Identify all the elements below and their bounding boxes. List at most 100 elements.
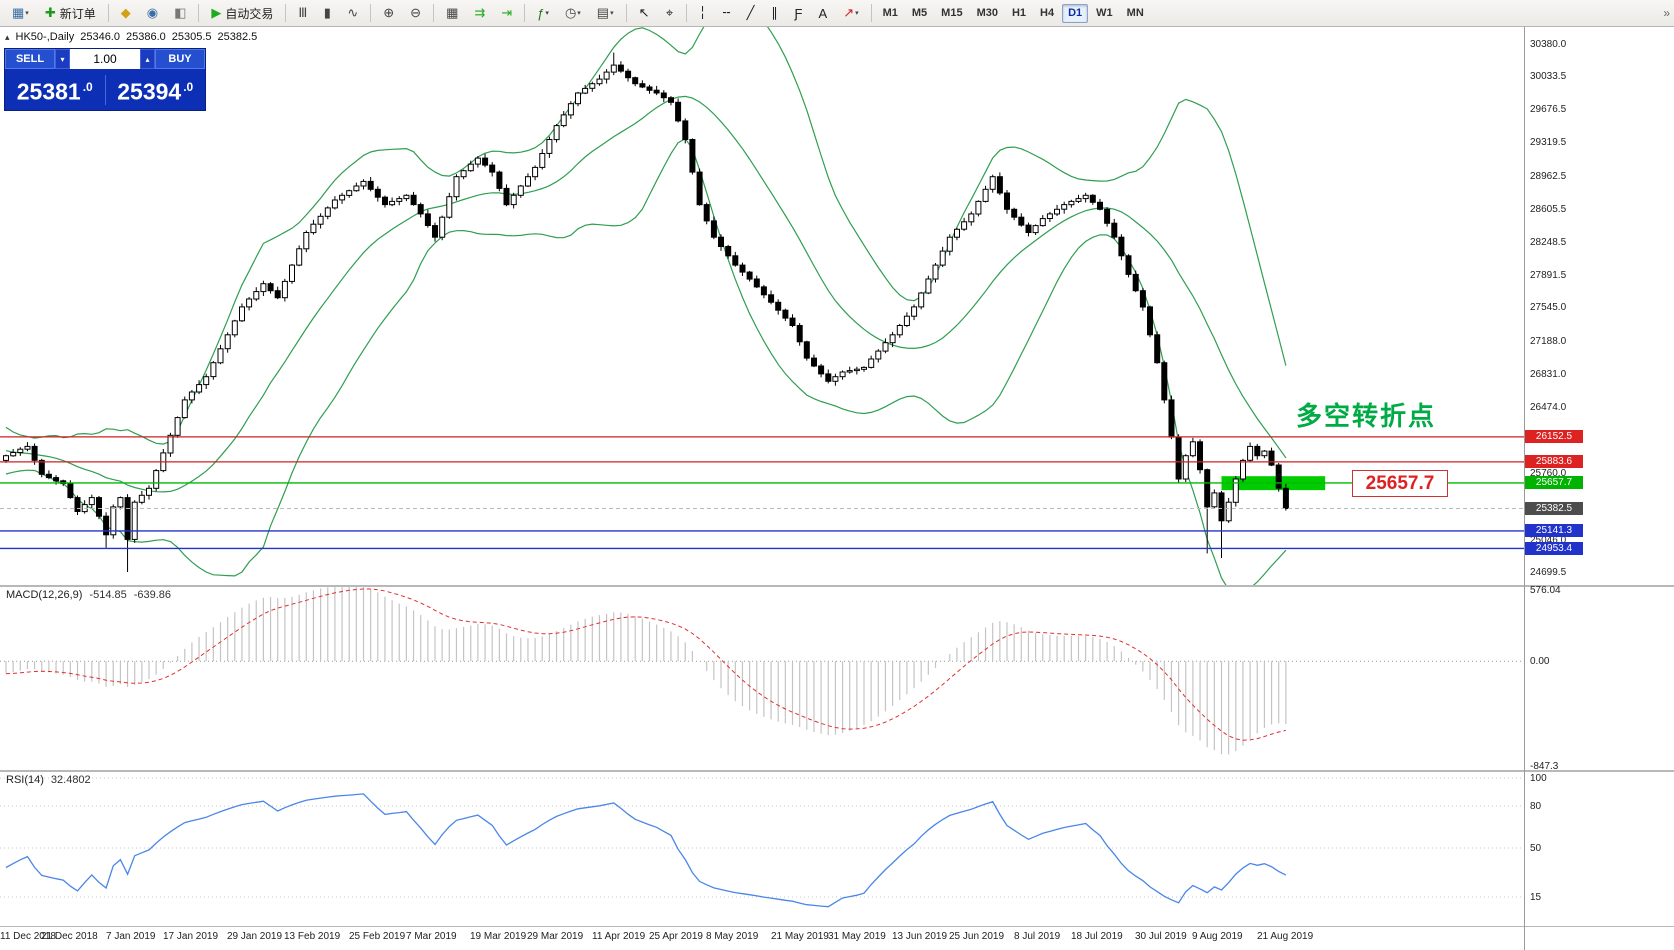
channel-icon[interactable]: ∥ [764, 3, 786, 24]
new-chart-icon[interactable]: ▦ ▾ [5, 3, 36, 24]
zoom-in-icon: ⊕ [383, 5, 395, 20]
favorites-icon: ◆ [120, 5, 131, 20]
trendline-icon[interactable]: ╱ [740, 3, 762, 24]
timeframe-m5-button[interactable]: M5 [906, 4, 933, 23]
price-tick-label: 27891.5 [1530, 270, 1567, 281]
date-label: 18 Jul 2019 [1071, 931, 1123, 942]
channel-icon: ∥ [771, 5, 778, 20]
rsi-value: 32.4802 [50, 774, 91, 786]
level-price-label[interactable]: 25657.7 [1352, 470, 1448, 497]
panel-divider-macd[interactable] [0, 585, 1674, 587]
crosshair-icon: ⌖ [665, 5, 674, 20]
trendline-icon: ╱ [746, 5, 755, 20]
date-label: 11 Dec 2018 [0, 931, 56, 942]
timeframe-mn-button[interactable]: MN [1121, 4, 1150, 23]
bar-chart-icon: Ⅲ [298, 5, 308, 20]
tile-windows-icon: ▦ [446, 5, 459, 20]
one-click-trading-panel: SELL ▾ ▴ BUY 25381.0 25394.0 [4, 48, 206, 111]
arrows-tool-icon: ↗ [843, 5, 855, 20]
zoom-out-icon: ⊖ [410, 5, 422, 20]
vertical-line-icon[interactable]: ╎ [692, 3, 714, 24]
symbol-period-label: HK50-,Daily [15, 31, 75, 43]
toolbar-separator [370, 4, 372, 22]
date-label: 11 Apr 2019 [592, 931, 646, 942]
date-label: 25 Feb 2019 [349, 931, 406, 942]
text-tool-icon: A [818, 5, 828, 21]
scale-border [1524, 27, 1525, 950]
toolbar-separator [433, 4, 435, 22]
buy-button[interactable]: BUY [155, 49, 205, 69]
auto-scroll-icon[interactable]: ⇉ [467, 3, 492, 24]
timeframe-w1-button[interactable]: W1 [1090, 4, 1119, 23]
periods-icon[interactable]: ◷ ▾ [558, 3, 588, 24]
line-chart-icon: ∿ [347, 5, 359, 20]
horizontal-line-icon[interactable]: ╌ [716, 3, 738, 24]
periods-icon: ◷ [564, 5, 577, 20]
line-chart-icon[interactable]: ∿ [340, 3, 365, 24]
sell-button[interactable]: SELL [5, 49, 55, 69]
arrows-tool-icon[interactable]: ↗ ▾ [836, 3, 865, 24]
price-tag: 25141.3 [1525, 524, 1583, 537]
favorites-icon[interactable]: ◆ [114, 3, 138, 24]
new-order-icon: ✚ [44, 5, 56, 20]
timeframe-h1-button[interactable]: H1 [1006, 4, 1032, 23]
data-window-icon[interactable]: ◧ [167, 3, 193, 24]
date-label: 29 Mar 2019 [527, 931, 584, 942]
autotrading-icon: ▶ [211, 5, 222, 20]
trade-panel-toggle-icon[interactable]: ▴ [5, 31, 10, 42]
toolbar-separator [285, 4, 287, 22]
chart-text-annotation[interactable]: 多空转折点 [1296, 401, 1437, 431]
macd-indicator-label: MACD(12,26,9) -514.85 -639.86 [6, 589, 172, 601]
volume-input[interactable] [70, 49, 140, 69]
price-tick-label: 30380.0 [1530, 39, 1567, 50]
price-tick-label: 27545.0 [1530, 302, 1567, 313]
toolbar-separator [198, 4, 200, 22]
macd-axis-label: -847.3 [1530, 761, 1559, 772]
templates-icon[interactable]: ▤ ▾ [590, 3, 621, 24]
toolbar-separator [625, 4, 627, 22]
text-tool-icon[interactable]: A [812, 3, 835, 24]
buy-price[interactable]: 25394.0 [117, 78, 194, 105]
dropdown-arrow-icon: ▾ [610, 10, 614, 17]
chart-shift-icon[interactable]: ⇥ [494, 3, 519, 24]
new-order-button[interactable]: ✚ 新订单 [38, 3, 103, 24]
panel-divider-rsi[interactable] [0, 770, 1674, 772]
timeframe-m15-button[interactable]: M15 [935, 4, 968, 23]
high-value: 25386.0 [125, 31, 166, 43]
date-label: 21 Aug 2019 [1257, 931, 1314, 942]
zoom-out-icon[interactable]: ⊖ [403, 3, 428, 24]
candlestick-chart-icon[interactable]: ▮ [316, 3, 338, 24]
price-tick-label: 28605.5 [1530, 204, 1567, 215]
sell-price[interactable]: 25381.0 [16, 78, 93, 105]
indicators-icon[interactable]: ƒ ▾ [530, 3, 556, 24]
toolbar-overflow-icon[interactable]: » [1663, 6, 1670, 20]
candlestick-chart-icon: ▮ [323, 5, 331, 20]
volume-up-button[interactable]: ▴ [140, 49, 155, 69]
panel-divider-timeaxis [0, 926, 1674, 927]
rsi-indicator-label: RSI(14) 32.4802 [6, 774, 91, 786]
timeframe-h4-button[interactable]: H4 [1034, 4, 1060, 23]
market-watch-icon[interactable]: ◉ [140, 3, 165, 24]
indicators-icon: ƒ [537, 5, 545, 21]
price-tick-label: 26474.0 [1530, 402, 1567, 413]
fibonacci-icon[interactable]: Ƒ [788, 3, 810, 24]
tile-windows-icon[interactable]: ▦ [439, 3, 465, 24]
timeframe-d1-button[interactable]: D1 [1062, 3, 1089, 23]
bar-chart-icon[interactable]: Ⅲ [291, 3, 314, 24]
zoom-in-icon[interactable]: ⊕ [376, 3, 401, 24]
volume-down-button[interactable]: ▾ [55, 49, 70, 69]
timeframe-m1-button[interactable]: M1 [877, 4, 904, 23]
date-label: 19 Mar 2019 [470, 931, 527, 942]
toolbar: ▦ ▾ ✚ 新订单 ◆ ◉ ◧ ▶ 自动交易 Ⅲ ▮ ∿ ⊕ ⊖ ▦ ⇉ ⇥ ƒ ▾ ◷ ▾ ▤ ▾ ↖ ⌖ ╎ ╌ ╱ ∥ Ƒ A ↗ ▾ M1… [0, 0, 1674, 27]
low-value: 25305.5 [171, 31, 212, 43]
price-tick-label: 26831.0 [1530, 369, 1567, 380]
chart-ohlc-header: ▴ HK50-,Daily 25346.0 25386.0 25305.5 25… [5, 31, 257, 43]
timeframe-m30-button[interactable]: M30 [971, 4, 1004, 23]
crosshair-icon[interactable]: ⌖ [659, 3, 681, 24]
autotrading-button[interactable]: ▶ 自动交易 [204, 3, 280, 24]
cursor-icon[interactable]: ↖ [632, 3, 657, 24]
rsi-axis-label: 50 [1530, 843, 1542, 854]
horizontal-line-icon: ╌ [722, 5, 731, 20]
price-tick-label: 30033.5 [1530, 71, 1567, 82]
